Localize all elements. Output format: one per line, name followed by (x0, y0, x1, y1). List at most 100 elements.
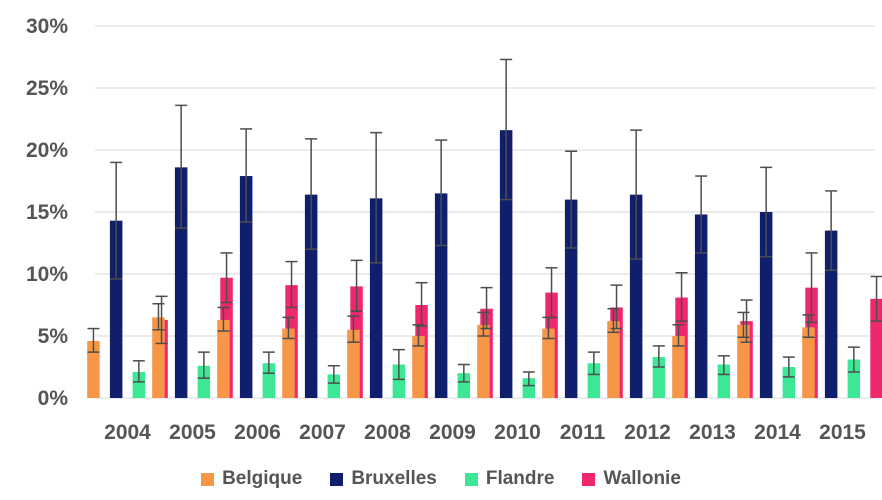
legend-item-bruxelles: Bruxelles (330, 468, 437, 490)
x-tick-label: 2011 (560, 421, 606, 444)
bar-belgique-2004 (87, 340, 100, 398)
bar-flandre-2015 (847, 359, 861, 398)
bar-flandre-2010 (522, 378, 536, 398)
error-bar-bruxelles-2014 (760, 166, 773, 258)
x-tick-label: 2005 (169, 421, 216, 444)
error-bar-bruxelles-2006 (240, 128, 253, 223)
error-bar-belgique-2010 (477, 311, 490, 337)
error-bar-wallonie-2008 (415, 281, 428, 327)
legend-swatch (582, 472, 596, 486)
error-bar-bruxelles-2008 (370, 131, 383, 264)
bar-bruxelles-2006 (239, 176, 253, 398)
bar-bruxelles-2011 (564, 199, 578, 398)
bar-bruxelles-2012 (629, 194, 643, 398)
error-bar-wallonie-2007 (350, 259, 363, 312)
error-bar-flandre-2009 (457, 363, 470, 383)
x-tick-label: 2015 (819, 421, 866, 444)
y-tick-label: 15% (26, 201, 68, 224)
error-bar-belgique-2011 (542, 316, 555, 340)
y-tick-label: 5% (38, 325, 69, 348)
error-bar-bruxelles-2004 (110, 161, 123, 280)
error-bar-wallonie-2013 (740, 299, 753, 343)
legend-item-wallonie: Wallonie (582, 468, 681, 490)
error-bar-wallonie-2014 (805, 252, 818, 324)
bar-belgique-2006 (217, 319, 230, 398)
x-tick-label: 2006 (234, 421, 281, 444)
bar-bruxelles-2005 (174, 167, 188, 398)
error-bar-flandre-2006 (262, 351, 275, 374)
y-axis-ticks: 0% 5% 10% 15% 20% 25% 30% (26, 15, 68, 410)
bar-flandre-2009 (457, 373, 471, 398)
error-bar-flandre-2015 (847, 346, 860, 373)
error-bar-belgique-2013 (672, 324, 685, 347)
bar-flandre-2007 (327, 374, 341, 398)
bar-belgique-2014 (737, 324, 750, 398)
error-bar-belgique-2015 (802, 314, 815, 338)
bar-flandre-2005 (197, 365, 211, 398)
bar-flandre-2004 (132, 371, 146, 398)
legend-swatch (201, 472, 215, 486)
error-bar-bruxelles-2007 (305, 138, 318, 250)
x-axis-ticks: 2004 2005 2006 2007 2008 2009 2010 2011 2012 2013… (104, 421, 866, 444)
error-bar-belgique-2009 (412, 324, 425, 347)
x-tick-label: 2007 (299, 421, 346, 444)
bar-wallonie-2015 (870, 298, 882, 398)
legend-label: Belgique (222, 468, 303, 489)
error-bar-belgique-2014 (737, 311, 750, 338)
x-tick-label: 2009 (429, 421, 476, 444)
bar-bruxelles-2004 (109, 220, 123, 398)
error-bar-flandre-2012 (652, 345, 665, 368)
bar-belgique-2010 (477, 324, 490, 398)
legend-label: Bruxelles (351, 468, 437, 489)
x-tick-label: 2004 (104, 421, 151, 444)
error-bar-flandre-2014 (782, 356, 795, 378)
bar-belgique-2007 (282, 328, 295, 398)
x-tick-label: 2012 (624, 421, 671, 444)
legend-item-flandre: Flandre (464, 468, 554, 490)
error-bar-flandre-2007 (327, 365, 340, 384)
bars (87, 130, 882, 398)
error-bar-wallonie-2012 (675, 272, 688, 322)
x-tick-label: 2013 (689, 421, 736, 444)
bar-belgique-2013 (672, 336, 685, 398)
error-bar-bruxelles-2012 (630, 129, 643, 260)
bar-belgique-2009 (412, 336, 425, 398)
error-bar-flandre-2010 (522, 371, 535, 387)
legend-item-belgique: Belgique (201, 468, 302, 490)
bar-bruxelles-2008 (369, 198, 383, 398)
error-bar-belgique-2012 (607, 307, 620, 334)
error-bar-bruxelles-2010 (500, 58, 513, 201)
error-bar-belgique-2006 (217, 306, 230, 332)
bar-belgique-2011 (542, 328, 555, 398)
bar-bruxelles-2013 (694, 214, 708, 398)
error-bar-wallonie-2015 (870, 275, 882, 322)
error-bar-wallonie-2005 (220, 252, 233, 304)
bar-bruxelles-2014 (759, 212, 773, 398)
legend: Belgique Bruxelles Flandre Wallonie (0, 468, 882, 490)
bar-flandre-2013 (717, 364, 731, 398)
bar-flandre-2008 (392, 364, 406, 398)
error-bar-bruxelles-2005 (175, 104, 188, 229)
legend-label: Wallonie (603, 468, 681, 489)
x-tick-label: 2014 (754, 421, 801, 444)
bar-flandre-2014 (782, 367, 796, 398)
x-tick-label: 2010 (494, 421, 541, 444)
error-bar-bruxelles-2013 (695, 175, 708, 254)
x-tick-label: 2008 (364, 421, 411, 444)
y-tick-label: 10% (26, 263, 68, 286)
error-bar-wallonie-2006 (285, 260, 298, 309)
error-bar-flandre-2004 (132, 360, 145, 383)
bar-flandre-2006 (262, 363, 276, 398)
error-bar-belgique-2005 (152, 303, 165, 331)
bar-belgique-2015 (802, 327, 815, 398)
error-bars (87, 58, 882, 387)
error-bar-wallonie-2011 (610, 284, 623, 330)
error-bar-flandre-2013 (717, 355, 730, 376)
bar-bruxelles-2015 (824, 230, 838, 398)
error-bar-wallonie-2009 (480, 286, 493, 330)
bar-bruxelles-2009 (434, 193, 448, 398)
bar-bruxelles-2007 (304, 194, 318, 398)
error-bar-belgique-2007 (282, 316, 295, 340)
error-bar-flandre-2011 (587, 351, 600, 376)
